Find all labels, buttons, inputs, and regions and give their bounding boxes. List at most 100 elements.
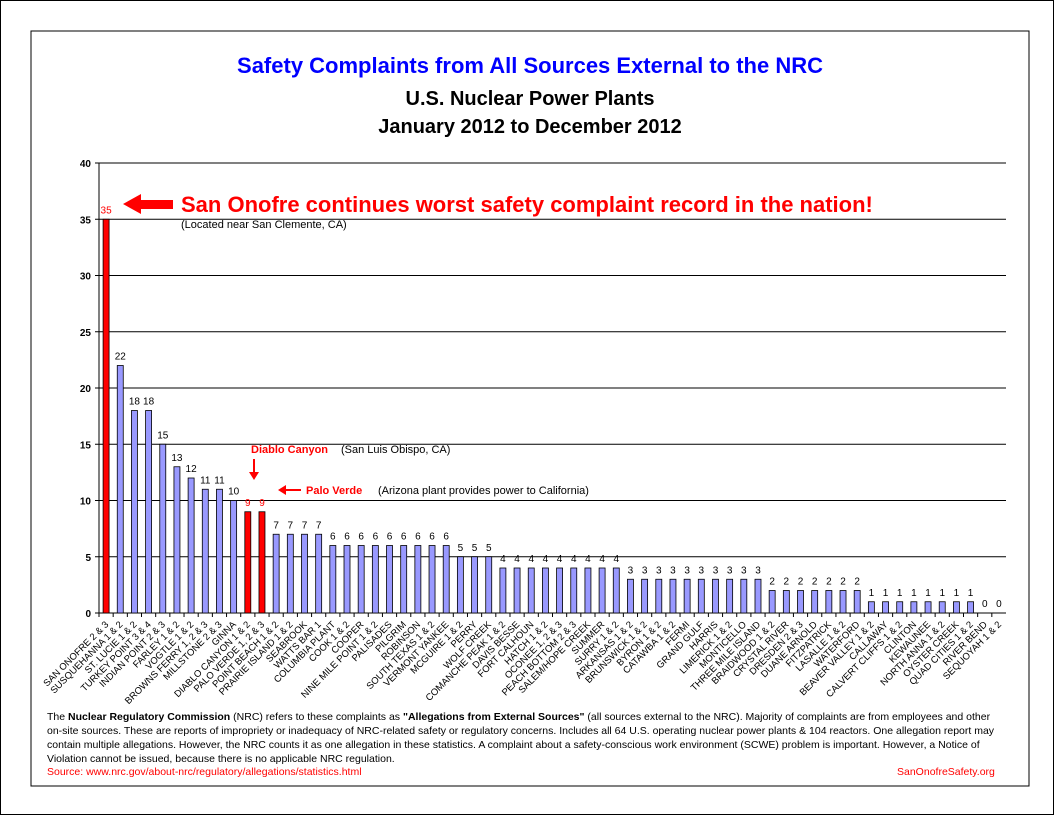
footnote-allegations: "Allegations from External Sources" <box>402 711 585 723</box>
bar <box>471 556 478 614</box>
footnote-text: (NRC) refers to these complaints as <box>230 711 403 723</box>
bar <box>882 601 889 614</box>
data-label: 3 <box>713 565 719 576</box>
bar <box>612 567 620 614</box>
bar <box>343 545 351 614</box>
palo-verde-note: (Arizona plant provides power to Califor… <box>378 485 589 497</box>
data-label: 0 <box>996 599 1002 610</box>
bar <box>740 578 748 614</box>
bar <box>853 590 861 614</box>
y-tick-label: 0 <box>85 609 91 620</box>
bar <box>187 477 195 614</box>
data-label: 1 <box>939 588 945 599</box>
data-label: 11 <box>200 475 211 486</box>
footnote: The Nuclear Regulatory Commission (NRC) … <box>47 710 997 766</box>
data-label: 11 <box>214 475 225 486</box>
data-label: 4 <box>557 554 563 565</box>
data-label: 4 <box>528 554 534 565</box>
bar <box>499 567 507 614</box>
footnote-nrc: Nuclear Regulatory Commission <box>68 711 231 723</box>
down-arrow-icon <box>249 472 259 480</box>
data-label: 3 <box>670 565 676 576</box>
data-label: 5 <box>486 543 492 554</box>
bar <box>967 601 974 614</box>
data-label: 35 <box>101 205 113 216</box>
y-tick-label: 40 <box>80 159 92 170</box>
data-label: 7 <box>302 520 308 531</box>
data-label: 3 <box>755 565 761 576</box>
diablo-location: (San Luis Obispo, CA) <box>341 444 450 456</box>
data-label: 9 <box>259 498 265 509</box>
data-label: 6 <box>401 532 407 543</box>
data-label: 2 <box>840 577 846 588</box>
data-label: 3 <box>642 565 648 576</box>
bar <box>825 590 833 614</box>
bar <box>216 488 223 614</box>
bar <box>201 488 209 614</box>
y-tick-label: 25 <box>80 328 92 339</box>
data-label: 1 <box>869 588 875 599</box>
bar <box>456 556 464 614</box>
data-label: 6 <box>429 532 435 543</box>
bar <box>797 590 804 614</box>
bar <box>230 500 238 614</box>
y-tick-label: 10 <box>80 497 92 508</box>
bar <box>301 533 308 614</box>
data-label: 1 <box>883 588 889 599</box>
data-label: 1 <box>954 588 960 599</box>
data-label: 4 <box>599 554 605 565</box>
data-label: 1 <box>897 588 903 599</box>
bar <box>527 567 535 614</box>
data-label: 1 <box>925 588 931 599</box>
bar <box>669 578 677 614</box>
data-label: 3 <box>741 565 747 576</box>
data-label: 5 <box>458 543 464 554</box>
data-label: 4 <box>514 554 520 565</box>
bar <box>442 545 450 614</box>
san-onofre-location: (Located near San Clemente, CA) <box>181 219 347 231</box>
bar <box>102 218 110 614</box>
data-label: 6 <box>387 532 393 543</box>
palo-verde-annotation: Palo Verde <box>306 485 362 497</box>
bar <box>924 601 932 614</box>
data-label: 18 <box>129 397 141 408</box>
data-label: 1 <box>968 588 974 599</box>
bar <box>244 511 252 614</box>
bar <box>598 567 606 614</box>
bar <box>896 601 904 614</box>
data-label: 7 <box>288 520 294 531</box>
site-link[interactable]: SanOnofreSafety.org <box>897 766 995 778</box>
bar <box>428 545 436 614</box>
data-label: 1 <box>911 588 917 599</box>
bar <box>400 545 408 614</box>
data-label: 6 <box>330 532 336 543</box>
bar <box>116 365 124 614</box>
data-label: 15 <box>157 430 169 441</box>
source-link[interactable]: Source: www.nrc.gov/about-nrc/regulatory… <box>47 766 362 778</box>
data-label: 2 <box>812 577 818 588</box>
bar <box>414 545 422 614</box>
bar <box>542 567 549 614</box>
data-label: 4 <box>585 554 591 565</box>
data-label: 7 <box>273 520 279 531</box>
data-label: 5 <box>472 543 478 554</box>
bar <box>315 533 323 614</box>
bar <box>683 578 691 614</box>
footnote-text: The <box>47 711 69 723</box>
y-tick-label: 30 <box>80 272 92 283</box>
data-label: 12 <box>186 464 198 475</box>
data-label: 6 <box>373 532 379 543</box>
san-onofre-annotation: San Onofre continues worst safety compla… <box>181 192 873 217</box>
data-label: 3 <box>684 565 690 576</box>
chart-title: Safety Complaints from All Sources Exter… <box>237 53 823 78</box>
bar <box>159 443 167 614</box>
data-label: 13 <box>171 453 183 464</box>
bar <box>754 578 762 614</box>
bar <box>371 545 379 614</box>
bar <box>811 590 819 614</box>
data-label: 2 <box>784 577 790 588</box>
bar <box>697 578 705 614</box>
bar <box>782 590 790 614</box>
data-label: 6 <box>358 532 364 543</box>
